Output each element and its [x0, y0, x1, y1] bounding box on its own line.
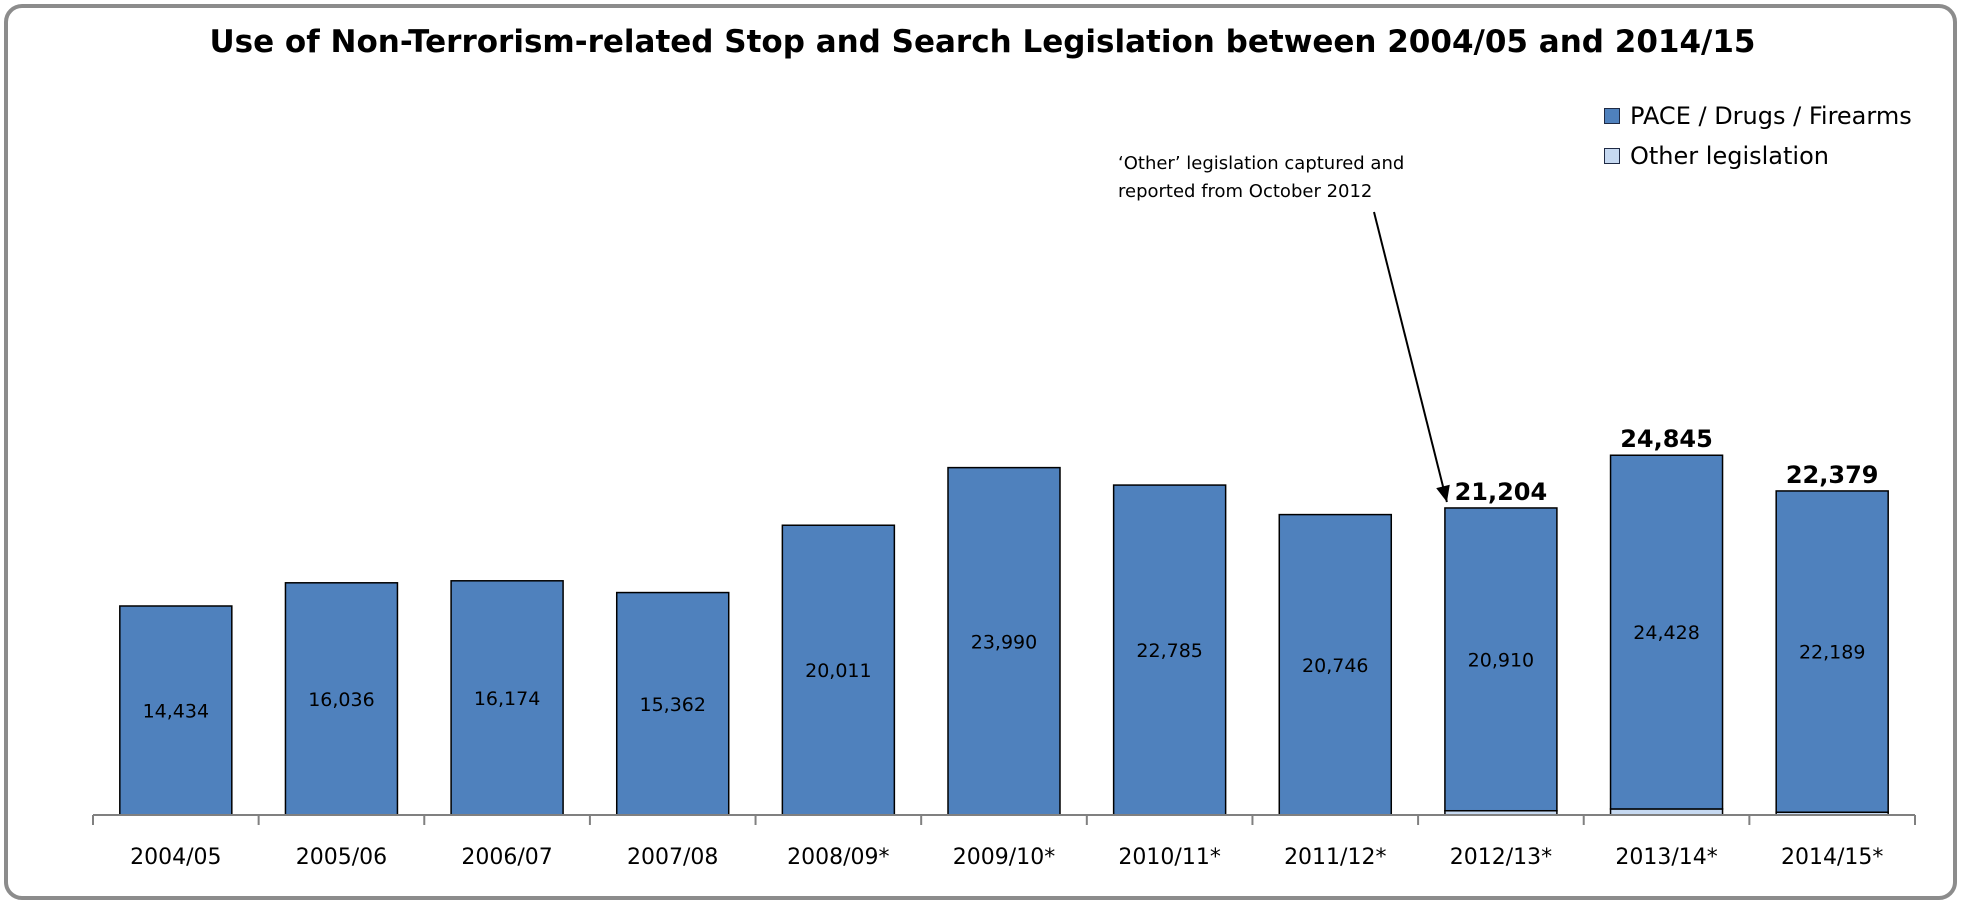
x-tick-label-5: 2009/10*: [953, 845, 1055, 870]
x-tick-label-2: 2006/07: [461, 845, 552, 870]
bar-pace-3: [615, 591, 730, 816]
total-label-9: 24,845: [1620, 425, 1713, 453]
x-tick-label-8: 2012/13*: [1450, 845, 1552, 870]
legend-swatch-other: [1604, 148, 1620, 164]
bar-pace-8: [1444, 507, 1558, 812]
annotation-line-1: ‘Other’ legislation captured and: [1118, 153, 1405, 174]
x-tick-label-1: 2005/06: [296, 845, 387, 870]
total-label-8: 21,204: [1455, 478, 1548, 506]
bar-value-label-3: 15,362: [639, 694, 705, 716]
chart-title: Use of Non-Terrorism-related Stop and Se…: [209, 24, 1756, 60]
legend-label-other: Other legislation: [1630, 142, 1829, 170]
bar-value-label-1: 16,036: [308, 689, 374, 711]
bar-pace-10: [1775, 490, 1889, 813]
bar-value-label-2: 16,174: [474, 688, 540, 710]
x-tick-label-7: 2011/12*: [1284, 845, 1386, 870]
bar-pace-4: [781, 524, 896, 816]
bar-value-label-6: 22,785: [1136, 640, 1202, 662]
legend-item-pace: PACE / Drugs / Firearms: [1604, 96, 1912, 136]
x-tick-label-0: 2004/05: [130, 845, 221, 870]
bar-value-label-4: 20,011: [805, 660, 871, 682]
bar-value-label-0: 14,434: [143, 700, 209, 722]
bar-pace-9: [1609, 454, 1724, 810]
bar-pace-7: [1278, 513, 1393, 816]
bar-value-label-8: 20,910: [1468, 649, 1534, 671]
bar-value-label-9: 24,428: [1633, 622, 1699, 644]
bar-pace-5: [947, 466, 1061, 816]
total-label-10: 22,379: [1786, 461, 1879, 489]
bar-pace-2: [450, 580, 564, 816]
bar-value-label-5: 23,990: [971, 631, 1037, 653]
x-tick-label-3: 2007/08: [627, 845, 718, 870]
annotation-text: ‘Other’ legislation captured and reporte…: [1118, 150, 1424, 206]
legend-label-pace: PACE / Drugs / Firearms: [1630, 102, 1912, 130]
x-tick-label-4: 2008/09*: [787, 845, 889, 870]
annotation-line-2: reported from October 2012: [1118, 181, 1373, 202]
bar-pace-6: [1112, 484, 1227, 816]
bar-value-label-10: 22,189: [1799, 642, 1865, 664]
annotation-arrow-line: [1373, 211, 1448, 503]
x-tick-label-9: 2013/14*: [1615, 845, 1717, 870]
bar-pace-1: [284, 582, 399, 816]
legend-item-other: Other legislation: [1604, 136, 1912, 176]
legend-swatch-pace: [1604, 108, 1620, 124]
legend: PACE / Drugs / Firearms Other legislatio…: [1604, 96, 1912, 176]
bar-pace-0: [119, 605, 233, 816]
bar-value-label-7: 20,746: [1302, 655, 1368, 677]
annotation-arrowhead: [1436, 484, 1450, 502]
x-tick-label-10: 2014/15*: [1781, 845, 1883, 870]
x-tick-label-6: 2010/11*: [1118, 845, 1220, 870]
